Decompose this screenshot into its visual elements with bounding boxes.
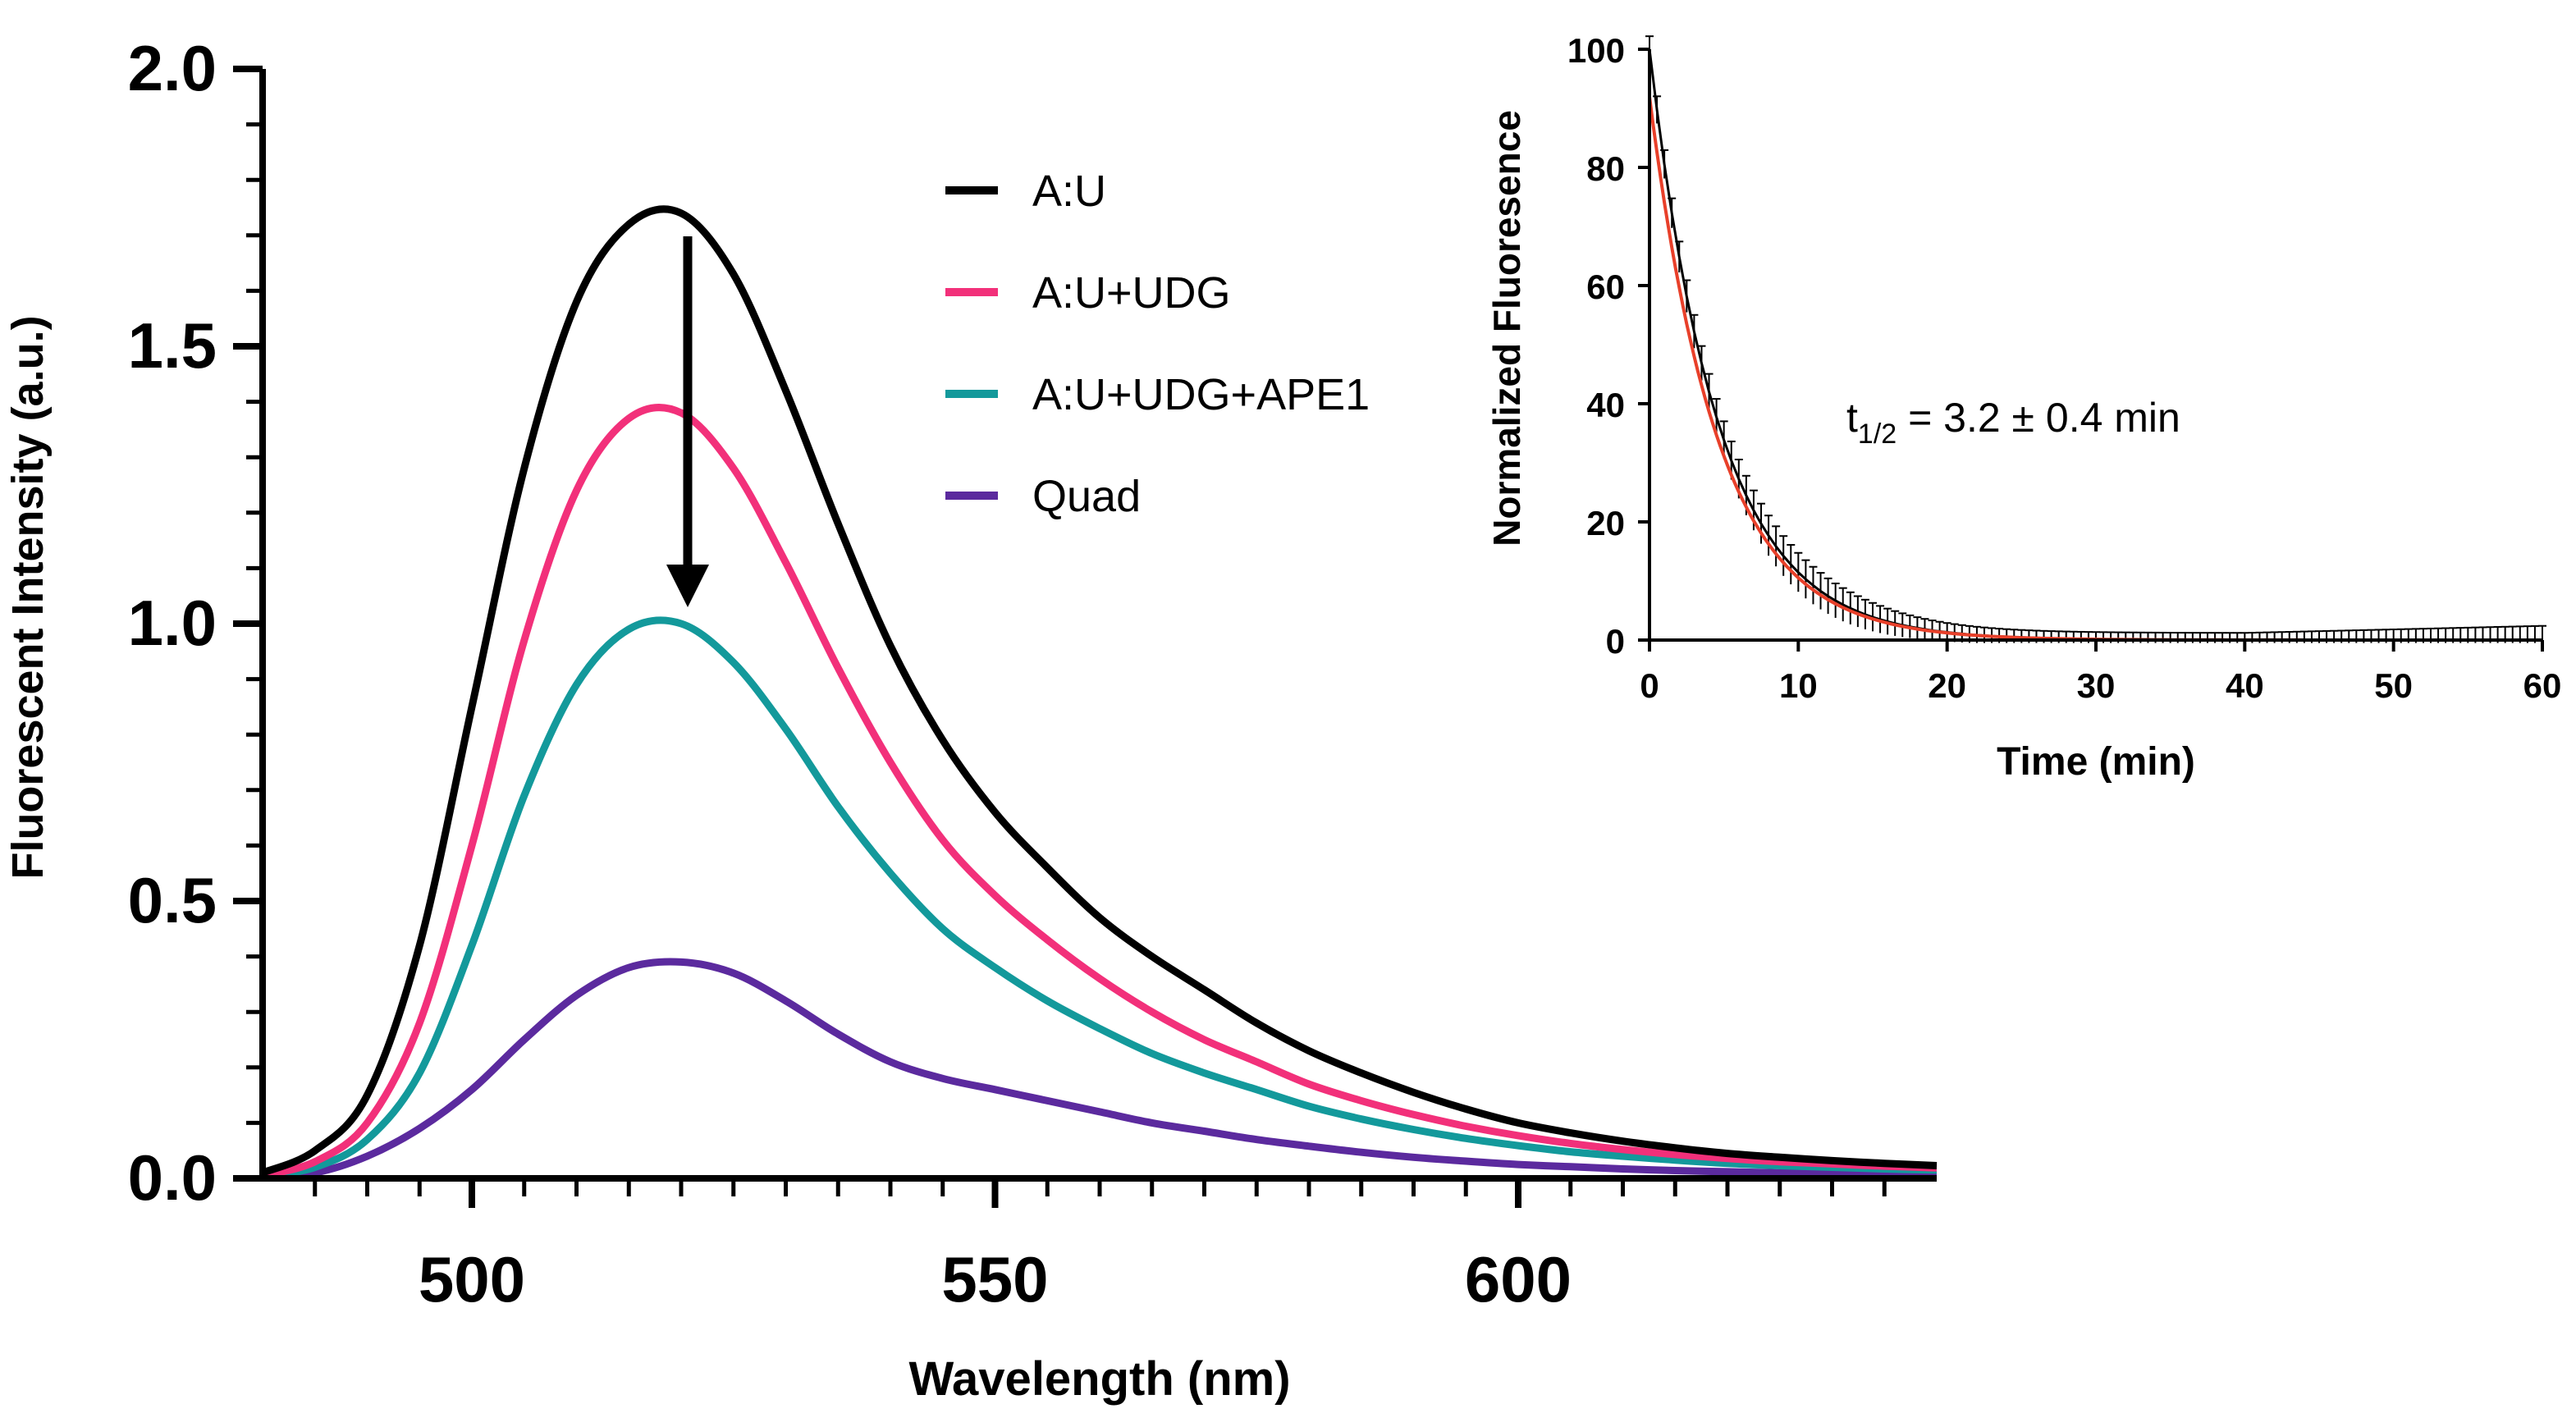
x-tick-label: 500 [419, 1243, 525, 1315]
main-axes [259, 69, 1937, 1182]
inset-x-tick-label: 30 [2077, 666, 2116, 705]
inset-y-tick-label: 40 [1586, 386, 1625, 424]
x-axis-label: Wavelength (nm) [908, 1352, 1290, 1406]
legend: A:U A:U+UDG A:U+UDG+APE1 Quad [945, 167, 1370, 521]
legend-item-au: A:U [945, 167, 1106, 216]
inset-chart: 0 20 40 60 80 100 0 10 20 30 40 50 60 Normalized Flu… [1485, 31, 2561, 784]
inset-x-tick-label: 10 [1779, 666, 1818, 705]
main-curves [261, 205, 1938, 1181]
legend-item-quad: Quad [945, 472, 1141, 521]
inset-x-tick-label: 60 [2523, 666, 2562, 705]
inset-y-tick-label: 100 [1567, 31, 1625, 70]
x-tick-label: 600 [1465, 1243, 1572, 1315]
y-tick-label: 1.5 [128, 309, 217, 382]
down-arrow-annotation [666, 236, 709, 607]
series-line-A:U+UDG+APE1 [262, 616, 1938, 1180]
x-tick-label: 550 [941, 1243, 1048, 1315]
inset-y-tick-label: 0 [1606, 622, 1625, 661]
inset-y-axis-label: Normalized Fluoresence [1485, 110, 1528, 547]
inset-x-tick-label: 0 [1640, 666, 1659, 705]
inset-x-tick-label: 50 [2374, 666, 2413, 705]
y-tick-label: 0.5 [128, 864, 217, 936]
legend-item-au-udg-ape1: A:U+UDG+APE1 [945, 370, 1370, 419]
series-line-A:U+UDG [261, 404, 1938, 1179]
inset-ticks: 0 20 40 60 80 100 0 10 20 30 40 50 60 [1567, 31, 2561, 705]
legend-label: A:U [1032, 167, 1106, 216]
inset-y-tick-label: 20 [1586, 504, 1625, 542]
legend-label: A:U+UDG [1032, 268, 1231, 318]
inset-y-tick-label: 80 [1586, 149, 1625, 188]
y-tick-label: 2.0 [128, 32, 217, 104]
inset-x-tick-label: 40 [2226, 666, 2264, 705]
legend-label: Quad [1032, 472, 1141, 521]
inset-data-series [1645, 35, 2546, 643]
series-line-Quad [262, 958, 1938, 1181]
series-line-A:U [261, 205, 1938, 1177]
inset-y-tick-label: 60 [1586, 268, 1625, 306]
y-tick-label: 0.0 [128, 1141, 217, 1214]
inset-x-tick-label: 20 [1928, 666, 1966, 705]
half-life-annotation: t1/2 = 3.2 ± 0.4 min [1846, 395, 2180, 450]
inset-x-axis-label: Time (min) [1997, 740, 2195, 784]
legend-item-au-udg: A:U+UDG [945, 268, 1231, 318]
arrow-head [666, 565, 709, 607]
y-axis-label: Fluorescent Intensity (a.u.) [3, 315, 53, 879]
y-tick-label: 1.0 [128, 587, 217, 659]
legend-label: A:U+UDG+APE1 [1032, 370, 1370, 419]
